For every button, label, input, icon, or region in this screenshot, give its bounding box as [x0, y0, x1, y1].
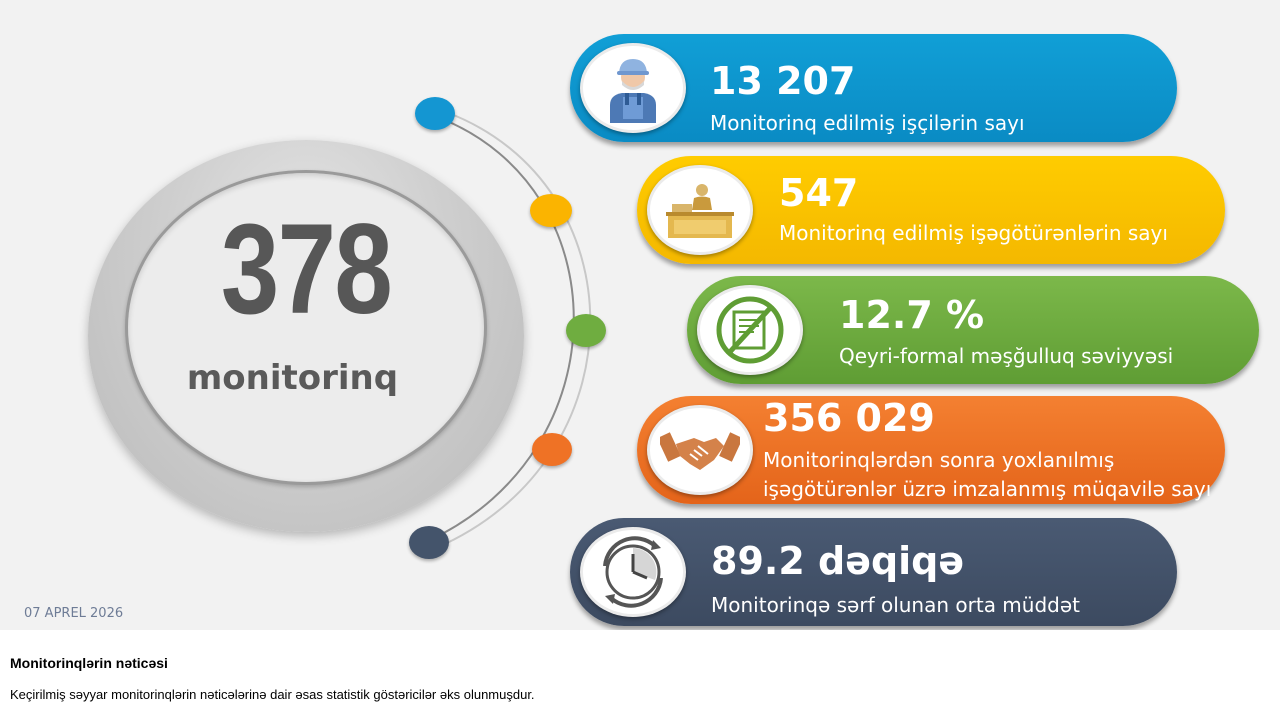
informal-employment-label: Qeyri-formal məşğulluq səviyyəsi [839, 344, 1174, 368]
notes-title: Monitorinqlərin nəticəsi [10, 655, 168, 671]
connector-dot-orange [532, 433, 572, 466]
stat-card-duration: 89.2 dəqiqə Monitorinqə sərf olunan orta… [570, 518, 1177, 626]
contracts-label-line2: işəgötürənlər üzrə imzalanmış müqavilə s… [763, 477, 1212, 501]
worker-icon [580, 43, 686, 133]
stat-card-contracts: 356 029 Monitorinqlərdən sonra yoxlanılm… [637, 396, 1225, 504]
employer-desk-icon [647, 165, 753, 255]
clock-icon [580, 527, 686, 617]
connector-dot-green [566, 314, 606, 347]
slide-date: 07 APREL 2026 [24, 606, 124, 621]
informal-employment-rate: 12.7 % [839, 293, 985, 337]
contracts-label-line1: Monitorinqlərdən sonra yoxlanılmış [763, 448, 1115, 472]
total-monitoring-label: monitorinq [186, 358, 399, 398]
employers-count: 547 [779, 171, 859, 215]
stat-card-employers: 547 Monitorinq edilmiş işəgötürənlərin s… [637, 156, 1225, 264]
connector-dot-blue [415, 97, 455, 130]
total-monitoring-count: 378 [220, 198, 393, 341]
connector-dot-navy [409, 526, 449, 559]
handshake-icon [647, 405, 753, 495]
average-duration: 89.2 dəqiqə [711, 539, 965, 583]
contracts-count: 356 029 [763, 396, 935, 440]
notes-body: Keçirilmiş səyyar monitorinqlərin nəticə… [10, 687, 535, 702]
no-contract-icon [697, 285, 803, 375]
workers-count: 13 207 [710, 59, 856, 103]
slide-canvas: 378 monitorinq 13 207 Monitorinq edilmiş… [0, 0, 1280, 630]
workers-label: Monitorinq edilmiş işçilərin sayı [710, 111, 1025, 135]
employers-label: Monitorinq edilmiş işəgötürənlərin sayı [779, 221, 1168, 245]
stat-card-workers: 13 207 Monitorinq edilmiş işçilərin sayı [570, 34, 1177, 142]
connector-dot-yellow [530, 194, 572, 227]
stat-card-informal-employment: 12.7 % Qeyri-formal məşğulluq səviyyəsi [687, 276, 1259, 384]
average-duration-label: Monitorinqə sərf olunan orta müddət [711, 593, 1081, 617]
main-ring-center [125, 170, 487, 485]
